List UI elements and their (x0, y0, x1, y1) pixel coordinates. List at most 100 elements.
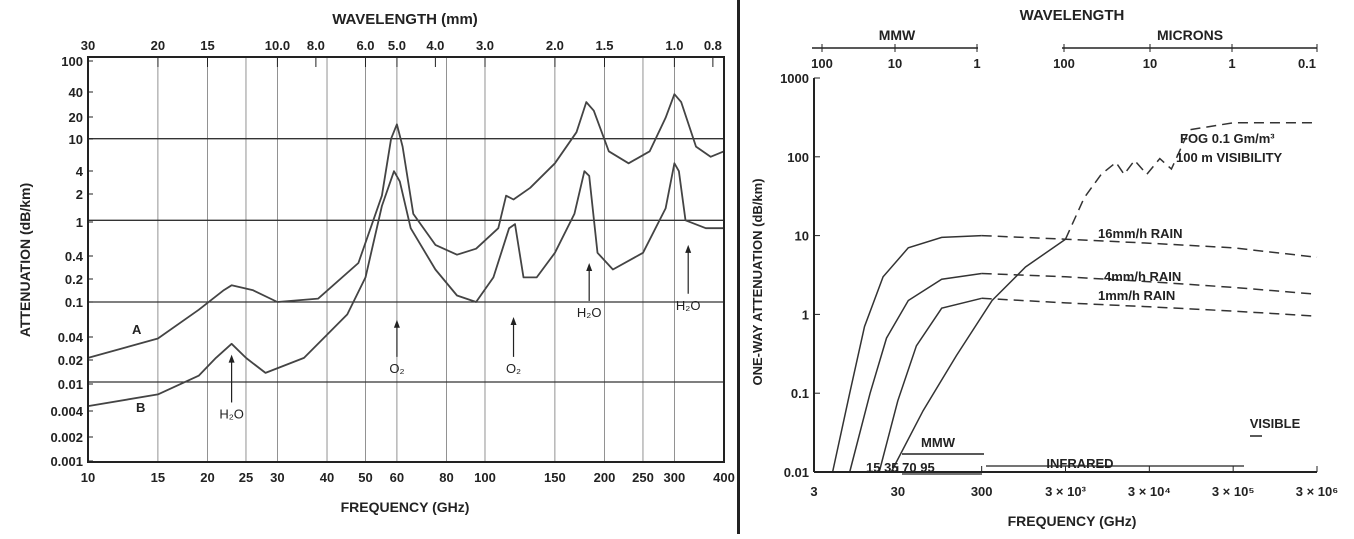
left-y-tick-label: 100 (61, 54, 83, 69)
left-annotation-arrowhead (228, 354, 235, 363)
left-y-axis-title: ATTENUATION (dB/km) (17, 183, 33, 337)
one-way-attenuation-chart: WAVELENGTH MMW MICRONS FREQUENCY (GHz) O… (742, 0, 1354, 534)
right-x-tick-label: 3 × 10⁶ (1296, 484, 1339, 499)
left-annotation-label: H₂O (676, 298, 701, 313)
left-top-tick-label: 3.0 (476, 38, 494, 53)
right-series-solid-16mmh (831, 234, 982, 473)
left-top-axis-title: WAVELENGTH (mm) (332, 11, 478, 28)
left-y-tick-label: 0.002 (50, 430, 83, 445)
right-ticks: 3 30 300 3 × 10³ 3 × 10⁴ 3 × 10⁵ 3 × 10⁶ 1000 10… (780, 71, 1338, 499)
left-top-tick-label: 1.5 (595, 38, 613, 53)
left-x-tick-label: 250 (632, 470, 654, 485)
left-y-tick-label: 0.2 (65, 272, 83, 287)
right-series-solid-1mmh (878, 297, 982, 473)
left-y-tick-label: 40 (69, 85, 83, 100)
right-y-tick-label: 100 (787, 150, 809, 165)
right-x-tick-label: 30 (891, 484, 905, 499)
left-y-tick-label: 0.01 (58, 377, 83, 392)
left-x-tick-label: 15 (151, 470, 165, 485)
bottom-band-infrared-label: INFRARED (1046, 456, 1113, 471)
right-top-scale: 100 10 1 100 10 1 0.1 (811, 44, 1318, 71)
right-chart-svg: WAVELENGTH MMW MICRONS FREQUENCY (GHz) O… (750, 7, 1338, 529)
left-y-tick-label: 0.4 (65, 249, 84, 264)
left-x-tick-label: 50 (358, 470, 372, 485)
left-y-tick-label: 0.004 (50, 404, 83, 419)
left-x-tick-label: 10 (81, 470, 95, 485)
left-y-tick-label: 0.001 (50, 454, 83, 469)
left-top-tick-label: 4.0 (426, 38, 444, 53)
right-series-labels: FOG 0.1 Gm/m³ 100 m VISIBILITY 16mm/h RA… (1098, 131, 1283, 303)
left-grid (87, 57, 725, 462)
right-top-mmw-label: 100 (811, 56, 833, 71)
left-top-tick-label: 30 (81, 38, 95, 53)
fog-label-line2: 100 m VISIBILITY (1176, 150, 1283, 165)
left-series-label-a: A (132, 322, 142, 337)
left-annotation-label: O₂ (506, 361, 521, 376)
left-x-tick-label: 300 (664, 470, 686, 485)
left-annotations: H₂O O₂ O₂ H₂O H₂O (219, 244, 701, 421)
left-x-tick-label: 60 (390, 470, 404, 485)
left-x-tick-label: 80 (439, 470, 453, 485)
right-series-dashed-4mmh (981, 272, 1318, 296)
left-annotation-label: H₂O (577, 305, 602, 320)
panel-divider (737, 0, 740, 534)
right-top-microns-label: 0.1 (1298, 56, 1316, 71)
right-top-microns-label: 100 (1053, 56, 1075, 71)
right-top-microns-label: 10 (1143, 56, 1157, 71)
right-top-axis-title: WAVELENGTH (1020, 7, 1125, 24)
left-ticks: 100 40 20 10 4 2 1 0.4 0.2 0.1 0.04 0.02 0.01 0.004 0.… (50, 38, 734, 485)
right-x-tick-label: 3 (810, 484, 817, 499)
left-y-tick-label: 1 (76, 215, 83, 230)
right-top-microns-label: 1 (1228, 56, 1235, 71)
left-y-tick-label: 0.1 (65, 295, 83, 310)
left-annotation-arrowhead (685, 244, 692, 253)
right-y-axis-title: ONE-WAY ATTENUATION (dB/km) (750, 178, 765, 385)
left-y-tick-label: 0.04 (58, 330, 84, 345)
left-top-tick-label: 0.8 (704, 38, 722, 53)
right-series-dashed-1mmh (981, 297, 1318, 317)
bottom-band-visible-label: VISIBLE (1250, 416, 1301, 431)
left-annotation-label: O₂ (389, 361, 404, 376)
right-x-axis-title: FREQUENCY (GHz) (1008, 513, 1137, 529)
fog-label-line1: FOG 0.1 Gm/m³ (1180, 131, 1275, 146)
left-annotation-arrowhead (586, 263, 593, 272)
right-x-tick-label: 3 × 10³ (1045, 484, 1087, 499)
right-y-tick-label: 1000 (780, 71, 809, 86)
left-chart-svg: WAVELENGTH (mm) FREQUENCY (GHz) ATTENUAT… (17, 11, 735, 515)
left-x-tick-label: 30 (270, 470, 284, 485)
left-top-tick-label: 1.0 (665, 38, 683, 53)
atmospheric-attenuation-chart: WAVELENGTH (mm) FREQUENCY (GHz) ATTENUAT… (17, 11, 735, 515)
rain-4-label: 4mm/h RAIN (1104, 269, 1181, 284)
left-annotation-label: H₂O (219, 406, 244, 421)
right-x-tick-label: 300 (971, 484, 993, 499)
left-x-tick-label: 100 (474, 470, 496, 485)
left-x-tick-label: 200 (594, 470, 616, 485)
left-x-tick-label: 40 (320, 470, 334, 485)
left-plot-frame (87, 56, 725, 463)
right-x-tick-label: 3 × 10⁴ (1128, 484, 1171, 499)
left-x-tick-label: 25 (239, 470, 253, 485)
right-band-microns: MICRONS (1157, 27, 1223, 43)
left-y-tick-label: 4 (76, 164, 84, 179)
right-series-group (831, 122, 1318, 473)
right-series-dashed-fog (1064, 122, 1317, 240)
left-top-tick-label: 10.0 (265, 38, 290, 53)
left-series-label-b: B (136, 400, 145, 415)
left-series-line-B (87, 162, 724, 407)
right-bottom-bands: MMW 15 35 70 95 INFRARED VISIBLE (866, 416, 1301, 475)
left-x-tick-label: 150 (544, 470, 566, 485)
bottom-band-mmw-label: MMW (921, 435, 956, 450)
left-y-tick-label: 20 (69, 110, 83, 125)
right-top-mmw-label: 10 (888, 56, 902, 71)
left-x-axis-title: FREQUENCY (GHz) (341, 499, 470, 515)
right-x-tick-label: 3 × 10⁵ (1212, 484, 1255, 499)
right-band-mmw: MMW (879, 27, 916, 43)
left-x-tick-label: 400 (713, 470, 735, 485)
left-y-tick-label: 0.02 (58, 353, 83, 368)
right-y-tick-label: 0.01 (784, 465, 809, 480)
left-annotation-arrowhead (510, 316, 517, 325)
left-y-tick-label: 10 (69, 132, 83, 147)
left-top-tick-label: 2.0 (546, 38, 564, 53)
left-top-tick-label: 8.0 (307, 38, 325, 53)
